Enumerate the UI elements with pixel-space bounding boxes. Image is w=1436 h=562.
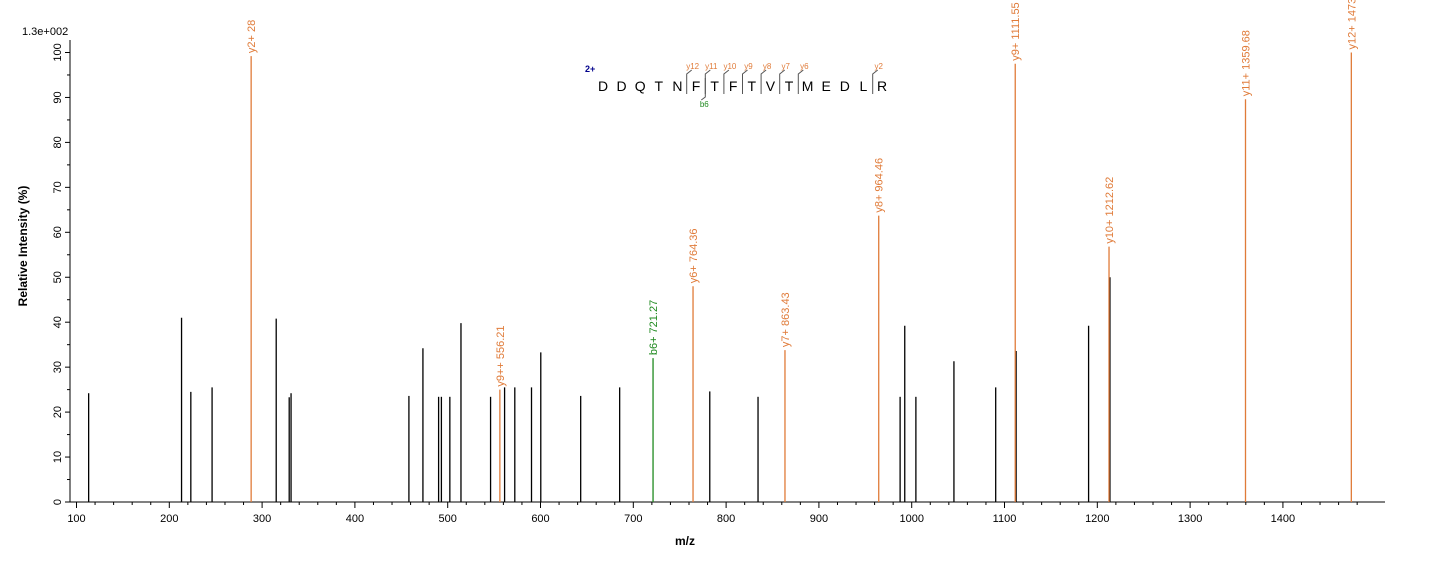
sequence-residue: E xyxy=(822,78,831,94)
y-tick-label: 60 xyxy=(52,226,64,238)
sequence-residue: D xyxy=(598,78,608,94)
x-tick-label: 800 xyxy=(717,513,735,525)
intensity-scale-label: 1.3e+002 xyxy=(22,26,68,38)
y-fragment-label: y11 xyxy=(705,62,718,71)
peak-label: y10+ 1212.62 xyxy=(1104,177,1116,244)
sequence-residue: F xyxy=(692,78,701,94)
x-tick-label: 600 xyxy=(531,513,549,525)
x-tick-label: 700 xyxy=(624,513,642,525)
x-tick-label: 1000 xyxy=(899,513,923,525)
y-fragment-label: y7 xyxy=(781,62,790,71)
sequence-residue: T xyxy=(748,78,757,94)
y-fragment-label: y12 xyxy=(686,62,699,71)
x-tick-label: 900 xyxy=(810,513,828,525)
y-tick-label: 50 xyxy=(52,271,64,283)
charge-state-label: 2+ xyxy=(585,64,595,74)
y-fragment-label: y8 xyxy=(763,62,772,71)
y-tick-label: 0 xyxy=(52,499,64,505)
sequence-residue: T xyxy=(785,78,794,94)
sequence-residue: L xyxy=(860,78,868,94)
peak-label: y12+ 1473.72 xyxy=(1346,0,1358,49)
peaks xyxy=(88,52,1352,502)
y-fragment-label: y9 xyxy=(744,62,753,71)
x-tick-label: 200 xyxy=(160,513,178,525)
peak-label: y7+ 863.43 xyxy=(780,292,792,347)
sequence-residue: D xyxy=(840,78,850,94)
y-fragment-mark xyxy=(742,69,748,94)
y-fragment-mark xyxy=(760,69,767,94)
y-axis-title: Relative Intensity (%) xyxy=(16,186,30,307)
x-tick-label: 300 xyxy=(253,513,271,525)
peak-label: y9+ 1111.55 xyxy=(1010,2,1022,60)
x-tick-label: 100 xyxy=(67,513,85,525)
x-axis-title: m/z xyxy=(675,534,695,548)
sequence-residue: N xyxy=(672,78,682,94)
x-tick-label: 1100 xyxy=(993,513,1017,525)
peak-label: y11+ 1359.68 xyxy=(1241,30,1253,96)
b-fragment-mark xyxy=(701,78,706,101)
y-fragment-mark xyxy=(872,69,879,94)
peak-labels: y2+ 28 y9++ 556.21 b6+ 721.27 y6+ 764.36 y7+… xyxy=(246,0,1358,387)
y-tick-label: 30 xyxy=(52,361,64,373)
sequence-residue: Q xyxy=(635,78,646,94)
y-fragment-mark xyxy=(723,69,730,94)
y-fragment-mark xyxy=(779,69,786,94)
y-tick-label: 90 xyxy=(52,91,64,103)
y-fragment-mark xyxy=(797,69,804,94)
y-tick-label: 20 xyxy=(52,406,64,418)
b-fragment-label: b6 xyxy=(700,100,709,109)
sequence-residue: T xyxy=(710,78,719,94)
sequence-residue: D xyxy=(617,78,627,94)
sequence-residue: F xyxy=(729,78,738,94)
peak-label: y8+ 964.46 xyxy=(874,158,886,213)
x-tick-label: 1300 xyxy=(1178,513,1202,525)
sequence-residue: V xyxy=(766,78,776,94)
peak-label: y2+ 28 xyxy=(246,20,258,53)
y-tick-label: 70 xyxy=(52,181,64,193)
peak-label: b6+ 721.27 xyxy=(648,300,660,355)
y-tick-label: 40 xyxy=(52,316,64,328)
y-tick-label: 80 xyxy=(52,136,64,148)
y-fragment-label: y6 xyxy=(800,62,809,71)
x-tick-label: 1400 xyxy=(1271,513,1295,525)
x-tick-label: 400 xyxy=(346,513,364,525)
axes: 0 10 20 30 40 50 60 70 80 90 100 100 200 300 400 500 600… xyxy=(52,40,1385,525)
x-tick-label: 500 xyxy=(439,513,457,525)
peak-label: y9++ 556.21 xyxy=(495,325,507,386)
y-fragment-mark xyxy=(686,69,693,94)
y-fragment-label: y2 xyxy=(874,62,883,71)
x-tick-label: 1200 xyxy=(1085,513,1109,525)
sequence-residue: M xyxy=(802,78,814,94)
sequence-residue: T xyxy=(655,78,664,94)
y-tick-label: 100 xyxy=(52,43,64,61)
y-tick-label: 10 xyxy=(52,451,64,463)
peak-label: y6+ 764.36 xyxy=(688,228,700,283)
y-fragment-label: y10 xyxy=(723,62,736,71)
sequence-residue: R xyxy=(877,78,887,94)
